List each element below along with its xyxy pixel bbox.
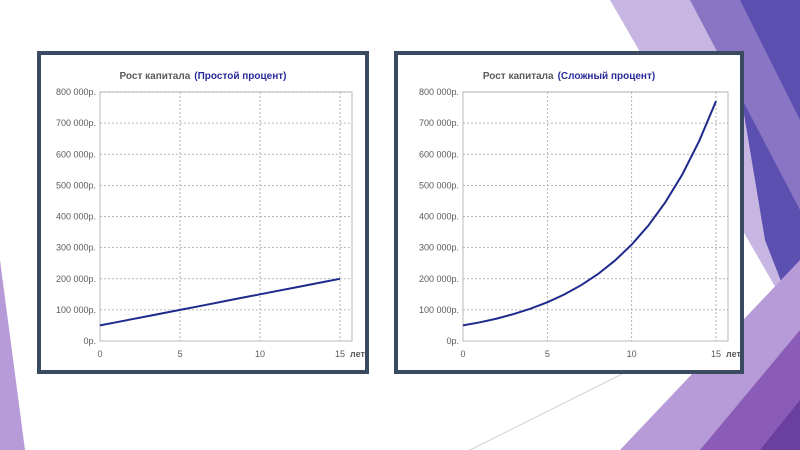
y-tick-label: 700 000р. (419, 118, 459, 128)
decor-dark-bottom-right (760, 400, 800, 450)
y-tick-label: 600 000р. (56, 149, 96, 159)
x-tick-label: 15 (335, 349, 345, 359)
chart-title: Рост капитала (Сложный процент) (483, 71, 655, 82)
y-tick-label: 800 000р. (56, 87, 96, 97)
y-tick-label: 300 000р. (419, 243, 459, 253)
y-tick-label: 600 000р. (419, 149, 459, 159)
y-tick-label: 800 000р. (419, 87, 459, 97)
decor-left-bottom (0, 260, 25, 450)
chart-compound-interest: Рост капитала (Сложный процент) 0р. 100 00… (419, 71, 740, 359)
y-tick-label: 200 000р. (419, 274, 459, 284)
y-tick-label: 700 000р. (56, 118, 96, 128)
x-axis-unit: лет (350, 349, 365, 359)
chart-title-main: Рост капитала (483, 71, 554, 82)
x-tick-label: 0 (97, 349, 102, 359)
x-tick-label: 0 (460, 349, 465, 359)
y-tick-label: 0р. (446, 336, 459, 346)
x-tick-label: 5 (177, 349, 182, 359)
y-tick-label: 0р. (83, 336, 96, 346)
plot-area: 0р. 100 000р. 200 000р. 300 000р. 400 000р. 5… (419, 87, 740, 359)
series-line (99, 277, 341, 327)
y-tick-label: 500 000р. (419, 180, 459, 190)
x-tick-label: 15 (711, 349, 721, 359)
plot-area: 0р. 100 000р. 200 000р. 300 000р. 400 000р. 5… (56, 87, 365, 359)
chart-subtitle: (Простой процент) (194, 71, 286, 82)
x-axis-unit: лет (726, 349, 740, 359)
x-tick-label: 10 (627, 349, 637, 359)
chart-panel-simple-interest: Рост капитала (Простой процент) 0р. 100 00… (37, 51, 369, 374)
y-tick-label: 400 000р. (56, 212, 96, 222)
x-tick-label: 10 (255, 349, 265, 359)
y-tick-label: 200 000р. (56, 274, 96, 284)
y-tick-label: 300 000р. (56, 243, 96, 253)
chart-title-main: Рост капитала (120, 71, 191, 82)
y-tick-label: 400 000р. (419, 212, 459, 222)
y-tick-label: 500 000р. (56, 180, 96, 190)
chart-title: Рост капитала (Простой процент) (120, 71, 287, 82)
chart-subtitle: (Сложный процент) (558, 71, 656, 82)
series-line (462, 100, 717, 327)
chart-panel-compound-interest: Рост капитала (Сложный процент) 0р. 100 00… (394, 51, 744, 374)
y-tick-label: 100 000р. (419, 305, 459, 315)
x-tick-label: 5 (545, 349, 550, 359)
chart-simple-interest: Рост капитала (Простой процент) 0р. 100 00… (56, 71, 365, 359)
decor-mid-bottom-right (700, 330, 800, 450)
y-tick-label: 100 000р. (56, 305, 96, 315)
